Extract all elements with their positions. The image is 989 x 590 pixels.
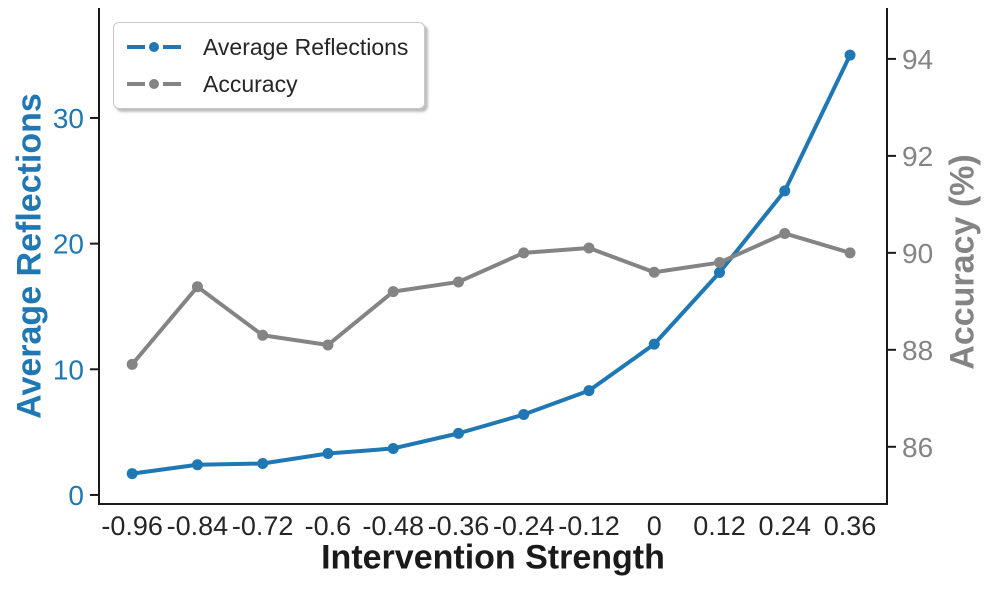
data-point-marker [779,185,791,197]
legend-label-accuracy: Accuracy [203,70,298,97]
right-tick-label: 90 [902,238,933,269]
x-tick-label: 0.36 [824,511,877,541]
x-tick-label: -0.84 [167,511,229,541]
data-point-marker [648,266,660,278]
data-point-marker [714,267,726,279]
x-tick-label: 0.12 [693,511,746,541]
data-point-marker [387,286,399,298]
right-tick-label: 86 [902,432,933,463]
right-tick-label: 92 [902,141,933,172]
right-axis-ticks: 86 88 90 92 94 [887,44,933,463]
x-tick-label: -0.12 [558,511,620,541]
right-tick-label: 94 [902,44,933,75]
legend: Average Reflections Accuracy [113,22,426,109]
left-axis-title: Average Reflections [10,93,49,419]
legend-line-sample-gray [127,79,181,89]
x-tick-label: 0 [647,511,662,541]
x-axis-ticks: -0.96 -0.84 -0.72 -0.6 -0.48 -0.36 -0.24 -0.12 0… [101,511,876,541]
data-point-marker [518,247,530,259]
right-tick-label: 88 [902,335,933,366]
data-point-marker [257,329,269,341]
data-point-marker [387,442,399,454]
x-tick-label: -0.6 [305,511,352,541]
left-tick-label: 0 [68,480,84,511]
data-point-marker [257,458,269,470]
x-axis-title: Intervention Strength [321,538,665,577]
data-point-marker [583,385,595,397]
legend-entry-average-reflections: Average Reflections [126,32,408,62]
x-tick-label: -0.96 [101,511,163,541]
data-point-marker [452,276,464,288]
legend-label-average-reflections: Average Reflections [203,33,409,60]
legend-line-sample-blue [127,42,181,52]
data-point-marker [779,227,791,239]
data-point-marker [714,257,726,269]
left-tick-label: 20 [53,229,84,260]
left-axis-ticks: 0 10 20 30 [53,103,99,511]
data-point-marker [322,339,334,351]
data-point-marker [648,338,660,350]
data-point-marker [844,247,856,259]
series-line-average-reflections [126,49,856,480]
series-path [130,231,853,367]
data-point-marker [126,358,138,370]
x-tick-label: 0.24 [758,511,811,541]
x-tick-label: -0.24 [493,511,555,541]
series-path [130,53,853,476]
x-tick-label: -0.72 [232,511,294,541]
series-line-accuracy [126,227,856,370]
legend-entry-accuracy: Accuracy [126,69,408,99]
x-tick-label: -0.36 [428,511,490,541]
data-point-marker [583,242,595,254]
axes-spines [98,8,888,505]
right-axis-title: Accuracy (%) [943,154,982,370]
data-point-marker [191,459,203,471]
data-point-marker [191,281,203,293]
data-point-marker [322,447,334,459]
x-tick-label: -0.48 [362,511,424,541]
data-point-marker [844,49,856,61]
left-tick-label: 30 [53,103,84,134]
data-point-marker [126,468,138,480]
left-tick-label: 10 [53,354,84,385]
data-point-marker [452,427,464,439]
data-point-marker [518,409,530,421]
